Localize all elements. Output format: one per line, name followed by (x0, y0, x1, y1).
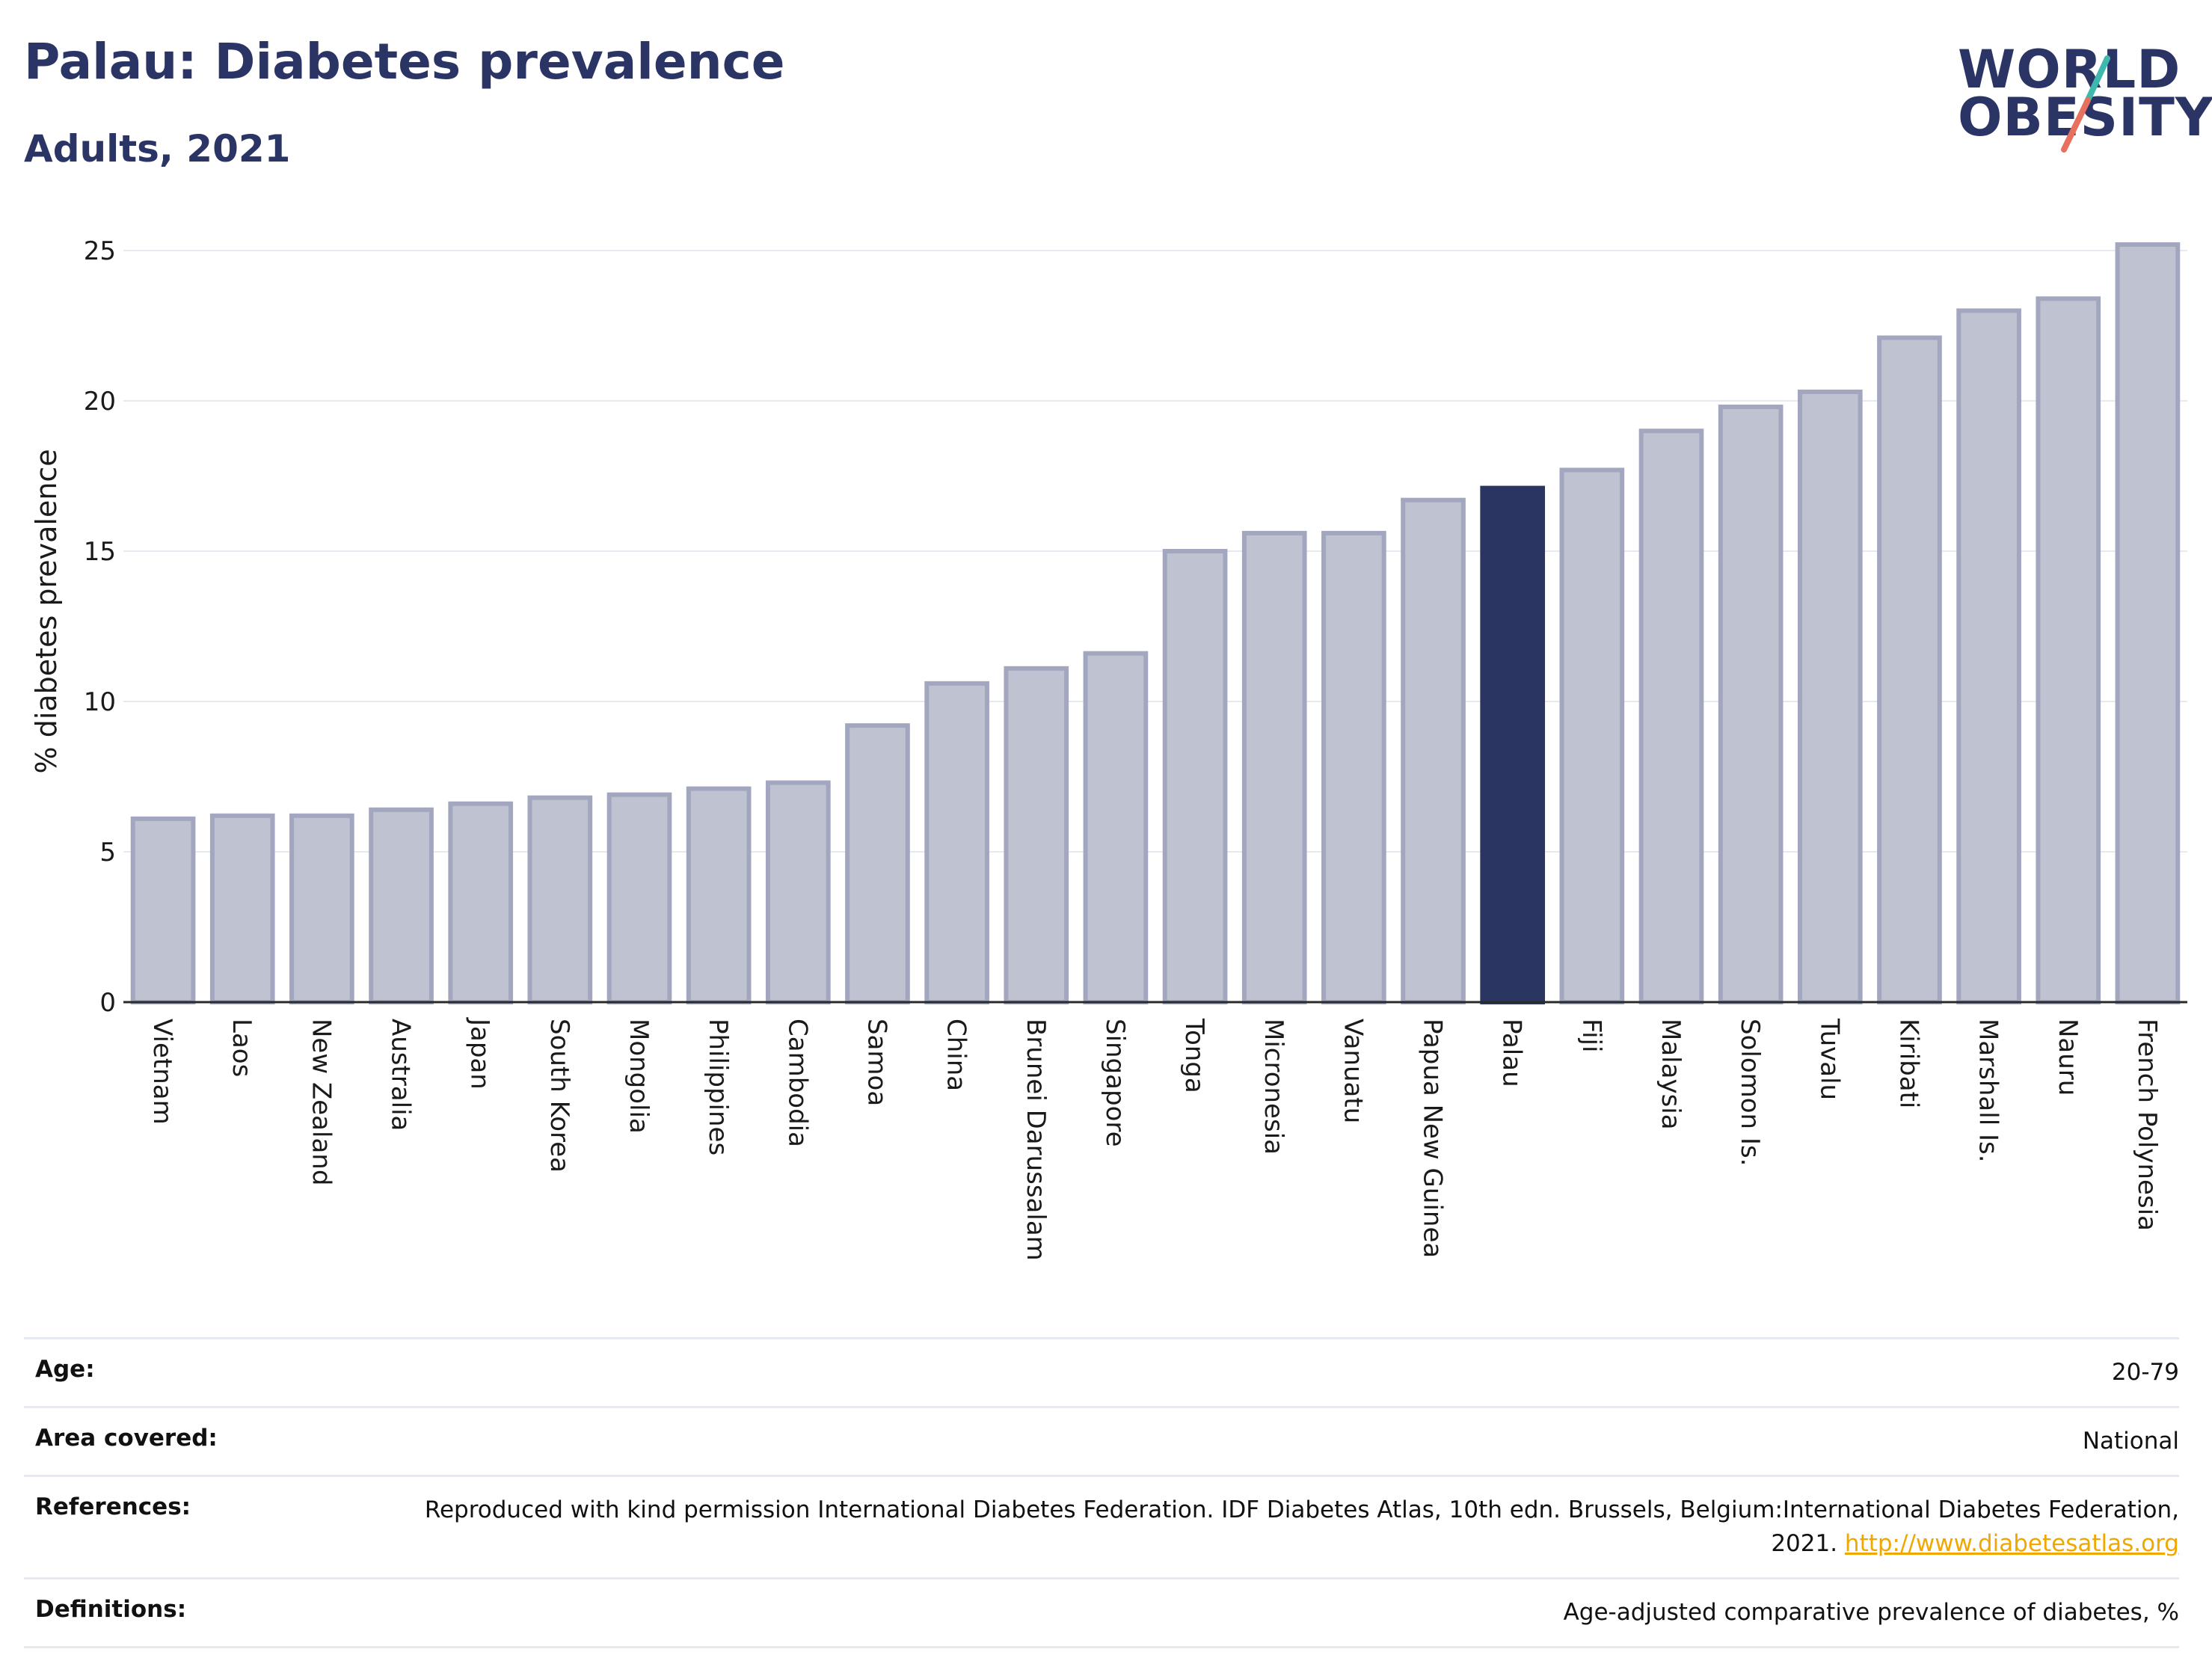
world-obesity-logo: WORLD OBESITY (1944, 22, 2212, 157)
y-tick-label: 20 (84, 387, 116, 417)
x-tick-label: Vanuatu (1338, 1019, 1368, 1123)
meta-row-age: Age: 20-79 (24, 1338, 2179, 1407)
bar-laos (209, 813, 275, 1005)
page-title: Palau: Diabetes prevalence (24, 33, 785, 90)
x-tick-label: Palau (1497, 1019, 1527, 1087)
x-tick-label: Solomon Is. (1735, 1019, 1765, 1166)
bar-tuvalu (1797, 389, 1863, 1004)
x-tick-label: Mongolia (624, 1019, 654, 1134)
bar-nauru (2036, 296, 2101, 1004)
x-tick-label: Papua New Guinea (1418, 1019, 1448, 1258)
meta-label: Definitions: (35, 1595, 187, 1623)
logo-slash-icon (2061, 55, 2110, 153)
meta-row-area: Area covered: National (24, 1407, 2179, 1476)
x-tick-label: Malaysia (1656, 1019, 1686, 1130)
x-tick-label: Nauru (2053, 1019, 2083, 1096)
x-tick-label: Vietnam (147, 1019, 177, 1125)
x-tick-label: Micronesia (1259, 1019, 1288, 1155)
bar-cambodia (765, 780, 831, 1004)
x-tick-label: Philippines (703, 1019, 733, 1155)
y-tick-label: 0 (99, 988, 116, 1018)
bar-malaysia (1638, 429, 1704, 1004)
bar-australia (369, 807, 434, 1004)
x-tick-label: Marshall Is. (1973, 1019, 2003, 1163)
x-tick-label: South Korea (544, 1019, 574, 1173)
meta-value: Age-adjusted comparative prevalence of d… (1563, 1598, 2179, 1626)
x-tick-label: Cambodia (782, 1019, 812, 1147)
y-tick-label: 5 (99, 838, 116, 868)
bar-micronesia (1241, 530, 1307, 1004)
bar-marshall-is- (1956, 308, 2021, 1004)
bar-vanuatu (1321, 530, 1386, 1004)
bar-south-korea (527, 795, 593, 1004)
y-tick-label: 15 (84, 537, 116, 567)
x-tick-label: Tuvalu (1814, 1018, 1844, 1100)
bar-french-polynesia (2115, 242, 2181, 1004)
bar-papua-new-guinea (1401, 497, 1466, 1005)
x-tick-label: Singapore (1100, 1019, 1130, 1147)
bar-chart: 0 5 10 15 20 25 % diabetes prevalence Vietnam La… (30, 236, 2187, 1261)
references-text: Reproduced with kind permission Internat… (424, 1496, 2179, 1557)
x-tick-label: Japan (465, 1017, 495, 1090)
metadata-table: Age: 20-79 Area covered: National Refere… (24, 1337, 2179, 1648)
x-tick-label: Brunei Darussalam (1021, 1019, 1051, 1261)
y-tick-label: 10 (84, 687, 116, 717)
references-link[interactable]: http://www.diabetesatlas.org (1844, 1529, 2179, 1557)
meta-value: National (2082, 1427, 2179, 1455)
bar-kiribati (1877, 335, 1942, 1004)
x-tick-label: China (941, 1019, 971, 1091)
bar-singapore (1083, 651, 1149, 1004)
y-tick-label: 25 (84, 236, 116, 266)
meta-label: References: (35, 1493, 191, 1520)
bar-brunei-darussalam (1004, 666, 1069, 1005)
x-tick-label: Laos (227, 1019, 256, 1077)
y-axis-label: % diabetes prevalence (30, 449, 63, 773)
meta-value: Reproduced with kind permission Internat… (405, 1476, 2179, 1578)
bar-palau (1480, 485, 1546, 1004)
bar-fiji (1559, 467, 1625, 1004)
x-tick-label: Australia (386, 1019, 416, 1131)
bar-china (924, 681, 989, 1004)
logo-line-world: WORLD (1958, 39, 2181, 100)
x-tick-label: French Polynesia (2132, 1019, 2162, 1231)
x-tick-label: Kiribati (1893, 1019, 1923, 1108)
meta-value: 20-79 (2111, 1359, 2179, 1386)
x-tick-label: Tonga (1179, 1018, 1209, 1093)
meta-label: Age: (35, 1356, 95, 1383)
bar-tonga (1162, 549, 1228, 1004)
bar-vietnam (130, 816, 196, 1005)
bar-japan (448, 801, 514, 1004)
page-subtitle: Adults, 2021 (24, 127, 291, 171)
bar-new-zealand (289, 813, 354, 1005)
meta-row-references: References: Reproduced with kind permiss… (24, 1476, 2179, 1578)
meta-row-definitions: Definitions: Age-adjusted comparative pr… (24, 1578, 2179, 1648)
meta-label: Area covered: (35, 1424, 218, 1452)
x-tick-label: Fiji (1576, 1019, 1606, 1052)
bar-samoa (845, 723, 910, 1004)
x-tick-label: New Zealand (306, 1019, 336, 1185)
bar-mongolia (606, 792, 672, 1004)
bar-solomon-is- (1718, 405, 1784, 1005)
bar-philippines (686, 786, 752, 1005)
x-tick-label: Samoa (861, 1019, 891, 1106)
